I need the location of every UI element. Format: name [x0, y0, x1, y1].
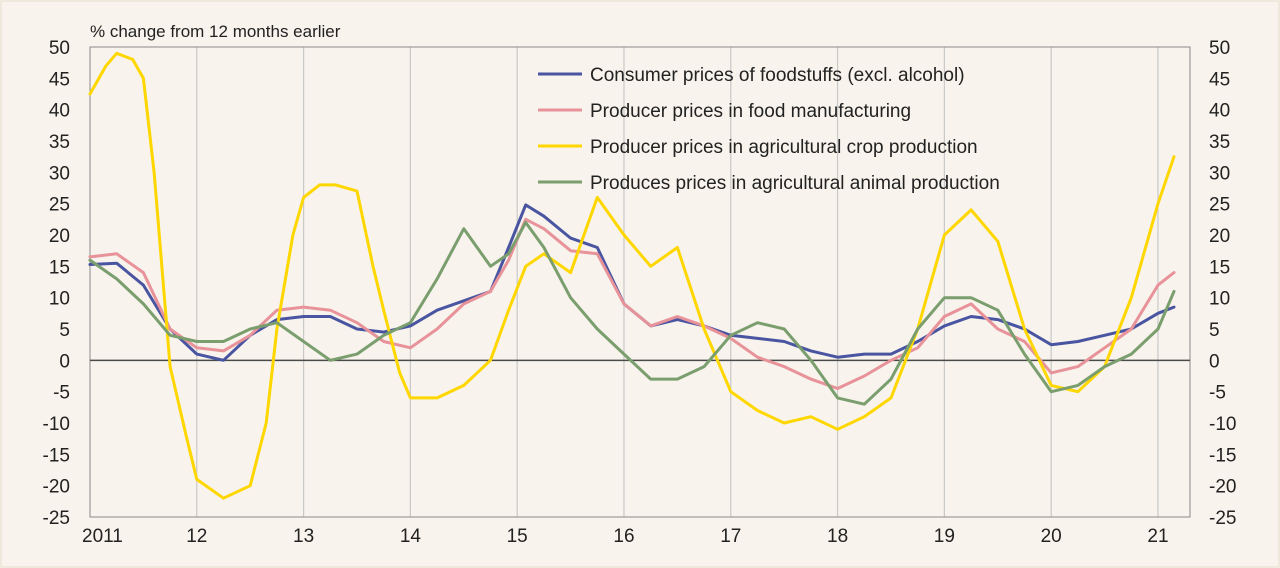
y-tick-label-right: 10	[1209, 289, 1230, 310]
y-tick-label-left: 45	[49, 69, 70, 90]
y-tick-label-right: 50	[1209, 38, 1230, 59]
y-tick-label-left: 25	[49, 195, 70, 216]
x-tick-labels: 2011 12 13 14 15 16 17 18 19 20 21	[82, 526, 1169, 547]
y-tick-label-left: -15	[43, 445, 70, 466]
x-tick-label: 12	[186, 526, 207, 547]
plot-frame	[89, 46, 1191, 518]
y-tick-label-left: -10	[43, 414, 70, 435]
y-tick-label-left: -20	[43, 477, 70, 498]
x-tick-label: 20	[1041, 526, 1062, 547]
y-tick-label-left: 0	[59, 351, 70, 372]
legend-label: Produces prices in agricultural animal p…	[590, 173, 1000, 194]
x-tick-label: 2011	[82, 526, 123, 547]
x-tick-label: 13	[293, 526, 314, 547]
y-tick-label-left: 30	[49, 163, 70, 184]
y-tick-label-left: 40	[49, 101, 70, 122]
x-tick-label: 14	[400, 526, 422, 547]
y-tick-label-right: -20	[1209, 477, 1236, 498]
x-tick-label: 16	[613, 526, 634, 547]
x-tick-label: 17	[720, 526, 741, 547]
legend-label: Producer prices in agricultural crop pro…	[590, 137, 978, 158]
y-tick-label-left: 15	[49, 257, 70, 278]
y-tick-label-left: -5	[53, 383, 70, 404]
legend-label: Consumer prices of foodstuffs (excl. alc…	[590, 65, 965, 86]
gridlines	[196, 47, 1159, 517]
x-tick-label: 19	[934, 526, 955, 547]
y-tick-label-right: 45	[1209, 69, 1230, 90]
y-axis-label: % change from 12 months earlier	[90, 22, 341, 41]
y-tick-label-left: 50	[49, 38, 70, 59]
y-tick-label-right: 15	[1209, 257, 1230, 278]
y-tick-label-right: 20	[1209, 226, 1230, 247]
y-tick-label-right: -5	[1209, 383, 1226, 404]
y-tick-label-right: 35	[1209, 132, 1230, 153]
y-tick-label-right: 25	[1209, 195, 1230, 216]
y-tick-label-right: 30	[1209, 163, 1230, 184]
y-tick-label-right: 0	[1209, 351, 1220, 372]
y-tick-label-right: 40	[1209, 101, 1230, 122]
x-tick-label: 21	[1147, 526, 1168, 547]
y-tick-label-left: 5	[59, 320, 70, 341]
y-tick-label-right: -15	[1209, 445, 1236, 466]
y-tick-labels-right: -25 -20 -15 -10 -5 0 5 10 15 20 25 30 35 40 45 50	[1209, 38, 1236, 529]
y-tick-labels-left: -25 -20 -15 -10 -5 0 5 10 15 20 25 30 35 40 45 50	[43, 38, 70, 529]
series-line	[88, 51, 1176, 500]
y-tick-label-left: 35	[49, 132, 70, 153]
y-tick-label-right: -25	[1209, 508, 1236, 529]
y-tick-label-right: -10	[1209, 414, 1236, 435]
legend-label: Producer prices in food manufacturing	[590, 101, 911, 122]
y-tick-label-left: 20	[49, 226, 70, 247]
y-tick-label-left: -25	[43, 508, 70, 529]
x-tick-label: 18	[827, 526, 848, 547]
series-line	[88, 217, 1176, 390]
series-line	[88, 221, 1176, 406]
y-tick-label-left: 10	[49, 289, 70, 310]
series-lines	[88, 51, 1176, 500]
x-tick-label: 15	[507, 526, 528, 547]
legend: Consumer prices of foodstuffs (excl. alc…	[538, 65, 1000, 194]
y-tick-label-right: 5	[1209, 320, 1220, 341]
